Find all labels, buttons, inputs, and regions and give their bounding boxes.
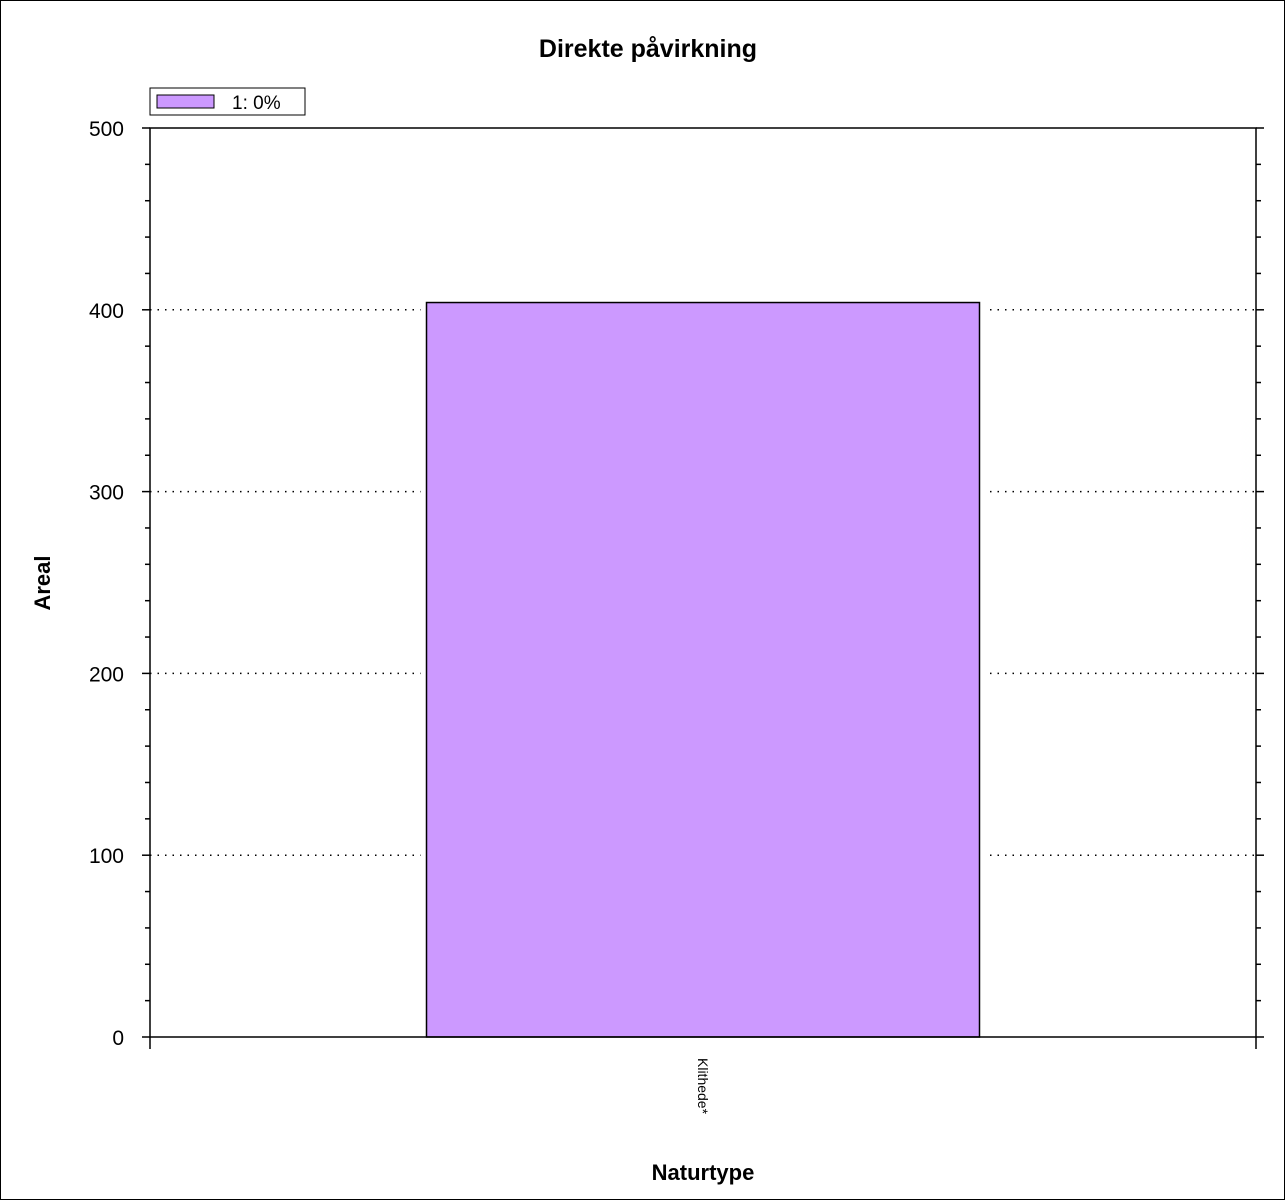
chart-title: Direkte påvirkning (539, 35, 757, 63)
y-tick-label: 500 (89, 118, 124, 141)
x-axis: Klithede* (149, 1037, 1257, 1115)
y-tick-label: 200 (89, 663, 124, 686)
legend: 1: 0% (149, 87, 306, 116)
y-tick-label: 100 (89, 845, 124, 868)
y-tick-label: 300 (89, 482, 124, 505)
bar (425, 301, 981, 1038)
legend-label: 1: 0% (232, 93, 281, 114)
legend-swatch (156, 94, 215, 109)
y-axis-title: Areal (30, 555, 55, 610)
x-category-label: Klithede* (695, 1058, 711, 1115)
x-axis-title: Naturtype (652, 1160, 755, 1185)
plot-area (149, 127, 1257, 1038)
y-tick-label: 0 (112, 1027, 124, 1050)
y-tick-label: 400 (89, 300, 124, 323)
bars (420, 301, 986, 1038)
y-axis: 0 100 200 300 400 500 (89, 118, 1264, 1050)
